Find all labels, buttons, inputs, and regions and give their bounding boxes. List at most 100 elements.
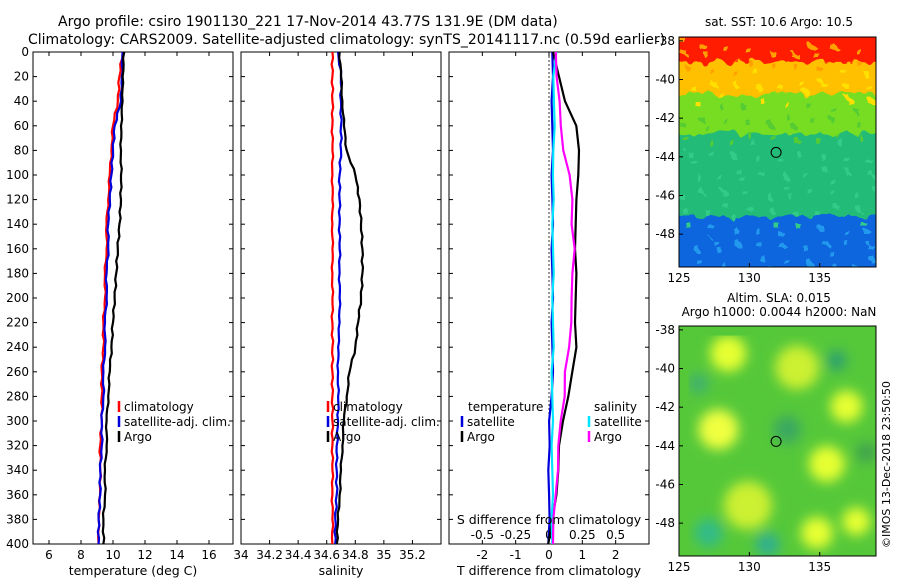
- map-y-tick-label: -38: [655, 34, 675, 48]
- sst-pixel: [783, 101, 788, 106]
- sst-pixel: [767, 194, 772, 199]
- sst-pixel: [842, 228, 847, 233]
- sla-map-title-1: Altim. SLA: 0.015: [727, 291, 831, 305]
- sst-pixel: [823, 168, 828, 173]
- sst-pixel: [694, 246, 699, 251]
- sst-pixel: [792, 52, 797, 57]
- sst-pixel: [743, 264, 748, 267]
- map-y-tick-label: -42: [655, 400, 675, 414]
- sst-pixel: [818, 68, 823, 73]
- sst-pixel: [830, 263, 835, 267]
- depth-tick-label: 400: [6, 537, 29, 551]
- depth-tick-label: 0: [21, 45, 29, 59]
- sst-pixel: [793, 210, 798, 215]
- s-diff-tick-label: -0.5: [471, 528, 494, 542]
- x-tick-label: 14: [169, 548, 184, 562]
- sst-pixel: [808, 189, 813, 194]
- temperature-legend: climatology satellite-adj. clim. Argo: [117, 400, 231, 444]
- sst-pixel: [791, 124, 796, 129]
- sst-pixel: [733, 155, 738, 160]
- sla-blob: [698, 409, 739, 450]
- x-tick-label: -1: [510, 548, 522, 562]
- sst-pixel: [870, 100, 875, 105]
- sst-pixel: [807, 261, 812, 266]
- sst-pixel: [815, 54, 820, 59]
- sst-pixel: [782, 173, 787, 178]
- legend-t-argo: Argo: [467, 430, 495, 444]
- series-line-salinity-satellite: [550, 51, 558, 545]
- salinity-legend: climatology satellite-adj. clim. Argo: [326, 400, 440, 444]
- sst-pixel: [723, 46, 728, 51]
- difference-xlabel: T difference from climatology: [456, 563, 642, 578]
- sst-pixel: [805, 175, 810, 180]
- sst-pixel: [749, 62, 754, 67]
- sst-pixel: [757, 85, 762, 90]
- sst-pixel: [720, 262, 725, 267]
- depth-tick-label: 120: [6, 193, 29, 207]
- sst-pixel: [834, 205, 839, 210]
- sst-pixel: [705, 53, 710, 58]
- x-tick-label: 8: [77, 548, 85, 562]
- sst-pixel: [729, 213, 734, 218]
- sst-pixel: [816, 212, 821, 217]
- map-y-tick-label: -44: [655, 439, 675, 453]
- sst-pixel: [742, 106, 747, 111]
- sla-heatmap: [679, 326, 876, 556]
- map-x-tick-label: 125: [668, 560, 691, 574]
- x-tick-label: 0: [545, 548, 553, 562]
- sst-pixel: [747, 206, 752, 211]
- sst-pixel: [858, 135, 863, 140]
- sst-pixel: [708, 67, 713, 72]
- depth-tick-label: 80: [14, 143, 29, 157]
- sla-blob: [688, 373, 709, 394]
- sst-pixel: [759, 171, 764, 176]
- sst-pixel: [829, 105, 834, 110]
- sst-pixel: [755, 229, 760, 234]
- sst-pixel: [871, 258, 876, 263]
- series-line-climatology: [97, 51, 124, 545]
- sst-pixel: [827, 249, 832, 254]
- salinity-series: [330, 51, 365, 545]
- sla-map-frame: [678, 325, 877, 557]
- sst-pixel: [768, 122, 773, 127]
- sla-blob: [808, 446, 845, 482]
- depth-tick-label: 200: [6, 291, 29, 305]
- title-line-1: Argo profile: csiro 1901130_221 17-Nov-2…: [58, 14, 558, 30]
- sst-pixel: [835, 133, 840, 138]
- sst-pixel: [724, 204, 729, 209]
- sst-pixel: [841, 70, 846, 75]
- sst-pixel: [741, 178, 746, 183]
- sla-blob: [773, 415, 802, 444]
- legend-s-satellite: satellite: [594, 415, 642, 429]
- x-tick-label: 34.6: [313, 548, 340, 562]
- series-line-salinity-argo: [551, 51, 576, 545]
- sst-pixel: [719, 104, 724, 109]
- difference-x-ticks: -2 -1 0 1 2: [476, 52, 619, 562]
- legend-satellite-adj: satellite-adj. clim.: [124, 415, 231, 429]
- sst-pixel: [695, 174, 700, 179]
- sst-pixel: [872, 186, 876, 191]
- depth-tick-label: 180: [6, 266, 29, 280]
- sst-pixel: [868, 244, 873, 249]
- sst-pixel: [687, 151, 692, 156]
- sst-pixel: [769, 50, 774, 55]
- depth-tick-label: 280: [6, 389, 29, 403]
- sst-pixel: [693, 88, 698, 93]
- sst-pixel: [770, 208, 775, 213]
- sst-pixel: [716, 90, 721, 95]
- sst-pixel: [707, 139, 712, 144]
- map-x-tick-label: 130: [738, 271, 761, 285]
- sst-pixel: [697, 260, 702, 265]
- x-tick-label: 6: [45, 548, 53, 562]
- map-y-tick-label: -48: [655, 516, 675, 530]
- legend-temperature-head: temperature: [468, 400, 543, 414]
- sst-pixel: [785, 187, 790, 192]
- sst-pixel: [780, 87, 785, 92]
- sst-pixel: [832, 119, 837, 124]
- sst-pixel: [798, 80, 803, 85]
- temperature-xlabel: temperature (deg C): [69, 563, 198, 578]
- sst-pixel: [744, 192, 749, 197]
- x-tick-label: 1: [579, 548, 587, 562]
- sst-pixel: [806, 103, 811, 108]
